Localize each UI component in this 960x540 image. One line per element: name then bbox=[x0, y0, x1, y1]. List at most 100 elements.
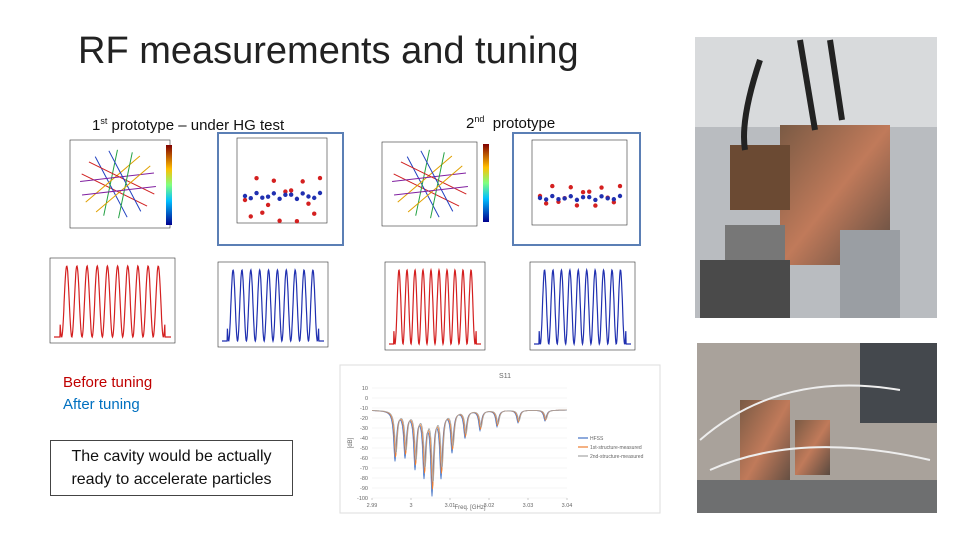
phase-point bbox=[265, 202, 271, 208]
polar-spoke bbox=[407, 165, 463, 213]
photo-prototype-1 bbox=[695, 37, 937, 318]
s11-frame bbox=[339, 364, 661, 514]
phase-point bbox=[550, 193, 555, 199]
y-tick-label: -60 bbox=[360, 456, 368, 462]
polar-spoke bbox=[393, 173, 460, 207]
phase-point bbox=[300, 191, 305, 196]
phase-point bbox=[260, 195, 265, 200]
phase-point bbox=[254, 175, 259, 181]
phase-point bbox=[271, 178, 277, 183]
x-axis-label: Freq. [GHz] bbox=[454, 505, 485, 511]
prototype-1-label: 1st prototype – under HG test bbox=[92, 116, 284, 134]
phase-point bbox=[288, 192, 294, 197]
y-tick-label: -100 bbox=[357, 496, 368, 502]
y-tick-label: -80 bbox=[360, 476, 368, 482]
phase-point bbox=[605, 196, 610, 201]
phase-point bbox=[265, 194, 271, 199]
phase-point bbox=[611, 197, 617, 202]
label-text: prototype – under HG test bbox=[111, 117, 285, 134]
legend-label: 1st-structure-measured bbox=[590, 445, 642, 451]
y-tick-label: -30 bbox=[360, 426, 368, 432]
phase-point bbox=[277, 218, 282, 223]
polar-spoke bbox=[81, 185, 156, 196]
phase-point bbox=[317, 190, 323, 196]
s11-title: S11 bbox=[499, 373, 511, 380]
phase-point bbox=[580, 189, 586, 195]
y-tick-label: 0 bbox=[365, 396, 368, 402]
polar-spoke bbox=[406, 156, 440, 218]
ordinal-suffix: st bbox=[100, 116, 108, 126]
phase-point bbox=[260, 210, 265, 215]
phase-point bbox=[574, 197, 580, 203]
polar-spoke bbox=[420, 150, 454, 212]
phase-point bbox=[248, 196, 253, 201]
phase-point bbox=[306, 194, 311, 199]
x-tick-label: 3 bbox=[409, 503, 412, 509]
polar-spoke bbox=[80, 172, 155, 183]
phase-point bbox=[587, 189, 592, 194]
phase-point bbox=[283, 189, 288, 194]
photo-prototype-2 bbox=[697, 343, 937, 513]
x-tick-label: 3.02 bbox=[484, 503, 495, 509]
x-tick-label: 3.01 bbox=[445, 503, 456, 509]
waveform bbox=[54, 264, 171, 339]
phase-point bbox=[277, 196, 282, 202]
phase-point bbox=[568, 194, 573, 199]
y-axis-label: [dB] bbox=[348, 437, 354, 448]
phase-point bbox=[294, 218, 300, 224]
x-tick-label: 3.03 bbox=[523, 503, 534, 509]
after-label: After tuning bbox=[63, 396, 140, 413]
note-box: The cavity would be actually ready to ac… bbox=[50, 440, 293, 496]
phase-point bbox=[617, 183, 623, 189]
y-tick-label: -10 bbox=[360, 406, 368, 412]
phase-point bbox=[537, 195, 543, 201]
polar-spoke bbox=[95, 165, 151, 213]
decorations bbox=[49, 149, 636, 351]
y-tick-label: -40 bbox=[360, 436, 368, 442]
phase-point bbox=[254, 190, 259, 196]
phase-point bbox=[599, 185, 604, 190]
phase-point bbox=[294, 196, 300, 202]
polar-spoke bbox=[94, 156, 128, 218]
label-text: prototype bbox=[492, 115, 556, 132]
polar-plot bbox=[381, 141, 489, 227]
legend-label: HFSS bbox=[590, 436, 604, 442]
phase-point bbox=[300, 179, 305, 184]
phase-point bbox=[617, 193, 623, 199]
slide-title: RF measurements and tuning bbox=[78, 30, 579, 72]
polar-spoke bbox=[85, 155, 141, 203]
phase-point bbox=[306, 201, 311, 206]
phase-point bbox=[587, 194, 592, 200]
phase-point bbox=[550, 183, 555, 189]
phase-point bbox=[599, 194, 604, 199]
y-tick-label: -20 bbox=[360, 416, 368, 422]
polar-spoke bbox=[81, 173, 148, 207]
before-label: Before tuning bbox=[63, 374, 153, 391]
legend-label: 2nd-structure-measured bbox=[590, 454, 644, 460]
phase-point bbox=[593, 203, 598, 208]
phase-point bbox=[580, 195, 586, 200]
polar-spoke bbox=[118, 152, 133, 219]
phase-point bbox=[288, 188, 294, 193]
phase-point bbox=[562, 196, 567, 201]
phase-point bbox=[574, 203, 580, 208]
phase-point bbox=[271, 191, 277, 196]
phase-point bbox=[593, 197, 598, 203]
prototype-2-label: 2nd prototype bbox=[466, 114, 555, 132]
waveform bbox=[534, 267, 631, 347]
waveform-plot bbox=[217, 261, 329, 348]
polar-spoke bbox=[103, 149, 118, 216]
y-tick-label: -70 bbox=[360, 466, 368, 472]
phase-point bbox=[312, 211, 317, 216]
polar-spoke bbox=[108, 150, 142, 212]
ordinal: 1 bbox=[92, 117, 101, 134]
polar-spoke bbox=[400, 161, 467, 195]
ordinal-suffix: nd bbox=[474, 114, 485, 124]
polar-spoke bbox=[88, 161, 155, 195]
polar-spoke bbox=[415, 149, 430, 216]
phase-point bbox=[283, 192, 288, 198]
phase-point bbox=[248, 214, 253, 219]
s11-curve bbox=[372, 409, 567, 482]
phase-point bbox=[317, 175, 323, 181]
